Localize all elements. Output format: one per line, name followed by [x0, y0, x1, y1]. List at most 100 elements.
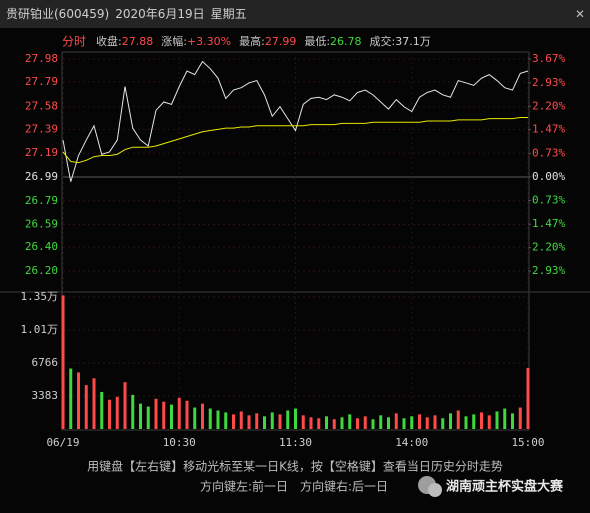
- y-tick-label: 3383: [32, 389, 59, 402]
- volume-bar: [441, 418, 445, 429]
- volume-bar: [201, 403, 204, 429]
- volume-bar: [247, 415, 251, 429]
- y2-tick-label: 0.00%: [532, 170, 565, 183]
- volume-bar: [69, 368, 73, 429]
- y2-tick-label: 2.20%: [532, 99, 565, 112]
- volume-bar: [263, 416, 266, 429]
- info-value: 26.78: [330, 35, 362, 48]
- volume-bar: [185, 400, 189, 429]
- info-value: 27.99: [265, 35, 297, 48]
- volume-bar: [387, 417, 390, 429]
- volume-bar: [402, 418, 406, 429]
- volume-bar: [61, 295, 65, 429]
- info-label: 收盘:: [96, 34, 122, 48]
- volume-bar: [224, 412, 228, 429]
- info-label: 涨幅:: [161, 35, 187, 48]
- y-tick-label: 27.39: [25, 122, 58, 135]
- y-tick-label: 6766: [32, 356, 59, 369]
- volume-bar: [511, 413, 514, 429]
- watermark: 湖南顽主杯实盘大赛: [446, 479, 564, 495]
- footer-hint: 用键盘【左右键】移动光标至某一日K线，按【空格键】查看当日历史分时走势: [87, 459, 503, 474]
- volume-bar: [278, 414, 282, 429]
- watermark-icon: [418, 476, 442, 497]
- volume-bar: [270, 412, 274, 429]
- y-tick-label: 27.58: [25, 100, 58, 113]
- y-tick-label: 27.19: [25, 146, 58, 159]
- close-button[interactable]: ×: [575, 5, 584, 23]
- y-tick-label: 26.59: [25, 218, 58, 231]
- x-tick-label: 14:00: [395, 436, 428, 449]
- volume-bar: [92, 378, 96, 429]
- y-tick-label: 26.40: [25, 240, 58, 253]
- volume-bar: [325, 416, 328, 429]
- volume-bar: [216, 410, 220, 429]
- info-label: 成交:: [370, 34, 396, 48]
- volume-bar: [340, 417, 344, 429]
- y-tick-label: 1.01万: [21, 323, 59, 336]
- info-value: 27.88: [122, 35, 154, 48]
- volume-bar: [379, 415, 383, 429]
- y2-tick-label: 3.67%: [532, 52, 565, 65]
- average-line: [62, 116, 528, 164]
- volume-bar: [286, 410, 290, 429]
- stock-name: 贵研铂业(600459): [6, 6, 109, 21]
- info-value: +3.30%: [187, 35, 231, 48]
- volume-bar: [154, 398, 158, 429]
- footer-key-right: 方向键右:后一日: [300, 479, 388, 494]
- volume-bar: [115, 396, 119, 429]
- y-tick-label: 27.98: [25, 52, 58, 65]
- x-tick-label: 10:30: [163, 436, 196, 449]
- volume-bar: [208, 408, 212, 429]
- window-title: 贵研铂业(600459) 2020年6月19日 星期五: [6, 6, 247, 21]
- title-bar: [0, 0, 590, 28]
- volume-bar: [123, 382, 127, 429]
- volume-bar: [433, 415, 437, 429]
- volume-bar: [394, 413, 398, 429]
- volume-bar: [480, 412, 483, 429]
- y2-tick-label: 2.93%: [532, 76, 565, 89]
- x-tick-label: 15:00: [511, 436, 544, 449]
- volume-bar: [332, 419, 336, 429]
- volume-bar: [131, 394, 135, 429]
- x-tick-label: 11:30: [279, 436, 312, 449]
- volume-bar: [255, 413, 259, 429]
- volume-bar: [371, 419, 375, 429]
- y2-tick-label: 0.73%: [532, 193, 565, 206]
- volume-bar: [84, 385, 88, 429]
- y-tick-label: 26.99: [25, 170, 58, 183]
- volume-bar: [487, 415, 491, 429]
- volume-bar: [425, 417, 429, 429]
- info-label: 最低:: [304, 35, 330, 48]
- volume-bar: [348, 414, 352, 429]
- volume-bar: [518, 407, 522, 429]
- y2-tick-label: 2.93%: [532, 264, 565, 277]
- info-value: 37.1万: [395, 35, 431, 48]
- weekday: 星期五: [211, 7, 247, 21]
- volume-bar: [239, 411, 243, 429]
- x-tick-label: 06/19: [46, 436, 79, 449]
- volume-bar: [503, 408, 507, 429]
- y-tick-label: 27.79: [25, 75, 58, 88]
- volume-bar: [526, 368, 530, 429]
- volume-bar: [301, 415, 305, 429]
- y-tick-label: 26.20: [25, 264, 58, 277]
- volume-bar: [363, 416, 367, 429]
- volume-bar: [232, 414, 235, 429]
- volume-bar: [100, 391, 104, 429]
- date: 2020年6月19日: [115, 7, 204, 21]
- y-tick-label: 26.79: [25, 194, 58, 207]
- volume-bar: [162, 401, 166, 429]
- volume-bar: [418, 414, 421, 429]
- volume-bar: [177, 397, 181, 429]
- volume-bar: [410, 416, 414, 429]
- mode-tab[interactable]: 分时: [62, 35, 86, 49]
- y2-tick-label: 1.47%: [532, 123, 565, 136]
- footer-key-left: 方向键左:前一日: [200, 479, 288, 494]
- volume-bar: [309, 417, 313, 429]
- volume-bar: [472, 414, 476, 429]
- volume-bar: [495, 411, 499, 429]
- y2-tick-label: 0.73%: [532, 146, 565, 159]
- volume-bar: [146, 406, 150, 429]
